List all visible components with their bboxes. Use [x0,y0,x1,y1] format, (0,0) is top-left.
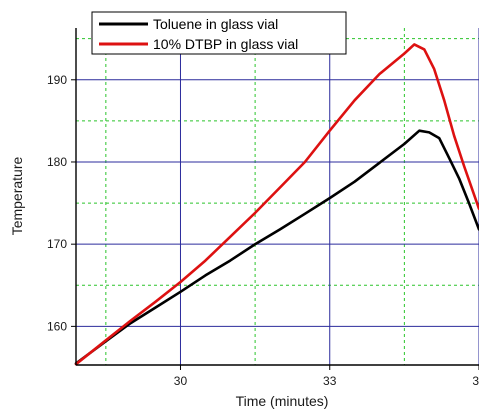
major-gridlines [76,28,479,365]
series-line-dtbp [74,43,479,366]
series-lines [74,43,479,366]
x-tick-label-30: 30 [174,374,188,388]
legend-label-toluene: Toluene in glass vial [153,16,278,32]
x-axis-title: Time (minutes) [236,393,329,409]
legend-label-dtbp: 10% DTBP in glass vial [153,36,298,52]
legend: Toluene in glass vial 10% DTBP in glass … [91,11,347,55]
y-tick-label-190: 190 [47,73,67,87]
y-ticks: 160 170 180 190 [47,73,76,333]
y-tick-label-160: 160 [47,319,67,333]
y-tick-label-170: 170 [47,237,67,251]
x-ticks: 30 33 36 [174,365,479,388]
series-line-toluene [74,129,479,365]
legend-box [91,11,347,55]
y-tick-label-180: 180 [47,155,67,169]
x-tick-label-36: 36 [472,374,479,388]
y-axis-title: Temperature [9,156,25,235]
x-tick-label-33: 33 [323,374,337,388]
